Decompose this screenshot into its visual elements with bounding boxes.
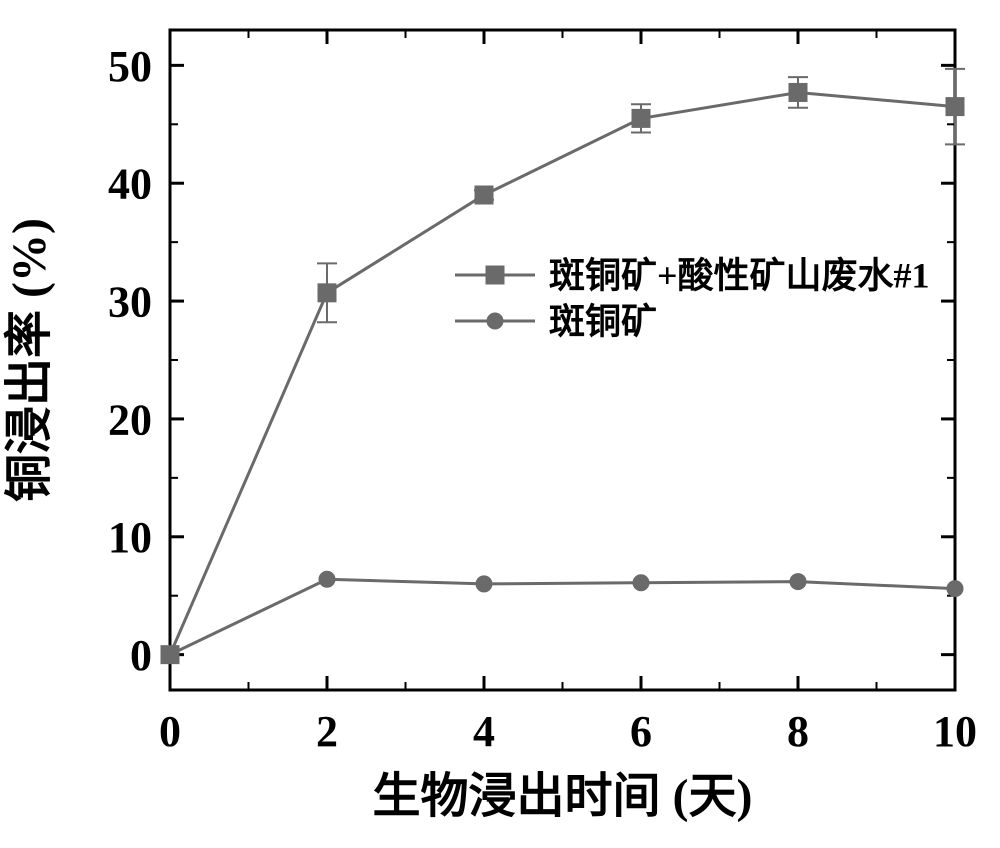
- x-tick-label: 6: [630, 707, 652, 756]
- y-axis-title: 铜浸出率 (%): [3, 218, 56, 502]
- legend-swatch-circle: [487, 313, 503, 329]
- marker-circle: [790, 574, 806, 590]
- series-line-s2: [170, 579, 955, 654]
- x-tick-label: 4: [473, 707, 495, 756]
- x-tick-label: 8: [787, 707, 809, 756]
- y-tick-label: 20: [108, 395, 152, 444]
- marker-square: [946, 98, 964, 116]
- marker-circle: [319, 571, 335, 587]
- marker-circle: [162, 647, 178, 663]
- x-tick-label: 10: [933, 707, 977, 756]
- y-tick-label: 40: [108, 160, 152, 209]
- marker-circle: [947, 581, 963, 597]
- marker-circle: [633, 575, 649, 591]
- marker-circle: [476, 576, 492, 592]
- marker-square: [789, 83, 807, 101]
- y-tick-label: 10: [108, 513, 152, 562]
- x-tick-label: 0: [159, 707, 181, 756]
- y-tick-label: 30: [108, 277, 152, 326]
- series-line-s1: [170, 92, 955, 654]
- legend-swatch-square: [486, 266, 504, 284]
- marker-square: [475, 186, 493, 204]
- y-tick-label: 50: [108, 42, 152, 91]
- legend-label: 斑铜矿+酸性矿山废水#1: [549, 256, 930, 296]
- marker-square: [318, 284, 336, 302]
- plot-frame: [170, 30, 955, 690]
- y-tick-label: 0: [130, 631, 152, 680]
- x-axis-title: 生物浸出时间 (天): [373, 770, 753, 823]
- marker-square: [632, 109, 650, 127]
- x-tick-label: 2: [316, 707, 338, 756]
- legend-label: 斑铜矿: [549, 302, 657, 342]
- chart-svg: 0 2 4 6 8 10 0 10 20 30 40 50 生物浸出时间 (天) 铜浸出率 (%) 斑铜矿+…: [0, 0, 1000, 843]
- chart-container: 0 2 4 6 8 10 0 10 20 30 40 50 生物浸出时间 (天) 铜浸出率 (%) 斑铜矿+…: [0, 0, 1000, 843]
